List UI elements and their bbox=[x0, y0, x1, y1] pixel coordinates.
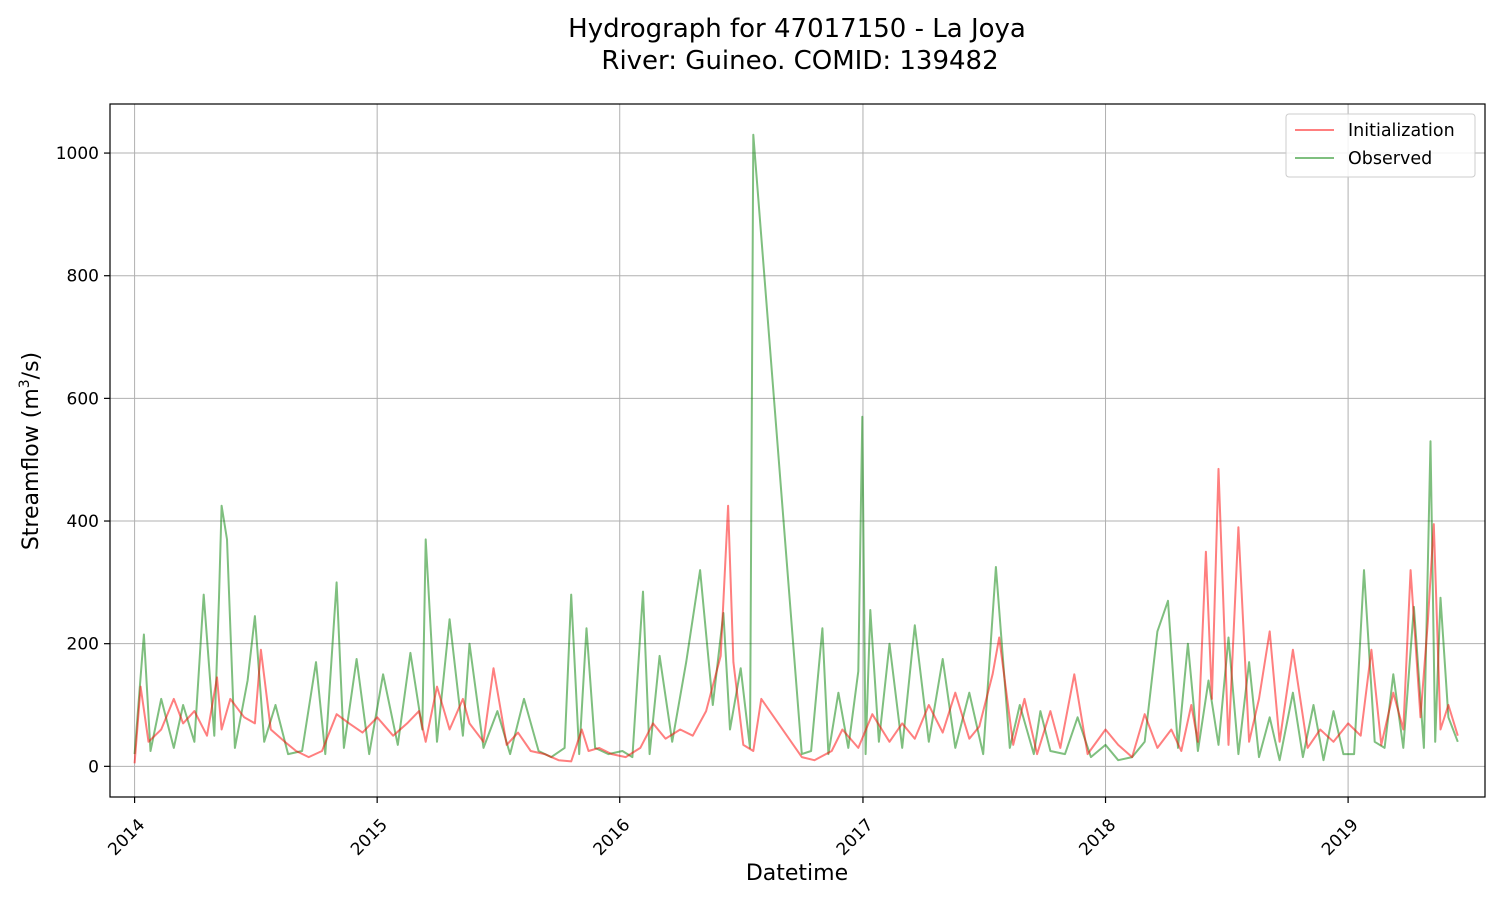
plot-frame bbox=[109, 103, 1486, 798]
y-tick-label: 0 bbox=[88, 757, 99, 777]
series-line-initialization bbox=[133, 467, 1459, 764]
y-tick-label: 200 bbox=[67, 635, 99, 655]
y-axis-label-main: Streamflow (m bbox=[19, 388, 44, 550]
chart-subtitle: River: Guineo. COMID: 139482 bbox=[601, 46, 998, 76]
y-tick-label: 1000 bbox=[56, 144, 99, 164]
series-line-observed bbox=[133, 133, 1459, 762]
legend-label-initialization: Initialization bbox=[1348, 121, 1455, 141]
y-axis: 0 200 400 600 800 1000 bbox=[56, 144, 110, 777]
y-tick-label: 600 bbox=[67, 389, 99, 409]
series-layer bbox=[133, 133, 1459, 764]
y-axis-label-superscript: 3 bbox=[17, 379, 33, 388]
x-axis-label: Datetime bbox=[746, 861, 848, 886]
legend: Initialization Observed bbox=[1285, 113, 1476, 178]
y-axis-label: Streamflow (m3/s) bbox=[17, 352, 44, 550]
legend-label-observed: Observed bbox=[1348, 149, 1432, 169]
y-tick-label: 800 bbox=[67, 267, 99, 287]
chart-title: Hydrograph for 47017150 - La Joya bbox=[568, 14, 1026, 44]
y-tick-label: 400 bbox=[67, 512, 99, 532]
y-axis-label-end: /s) bbox=[19, 352, 44, 379]
